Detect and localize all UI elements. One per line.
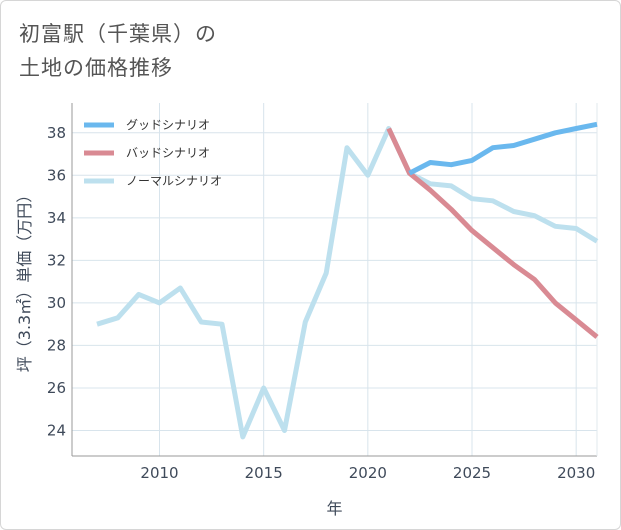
legend-item-good[interactable]: グッドシナリオ: [84, 118, 210, 132]
series-layer: [96, 121, 599, 440]
y-tick-label: 28: [47, 336, 66, 354]
legend-item-bad[interactable]: バッドシナリオ: [84, 146, 210, 160]
legend-label-good: グッドシナリオ: [126, 118, 210, 132]
x-tick-label: 2020: [349, 464, 387, 482]
chart-title: 初富駅（千葉県）の 土地の価格推移: [19, 17, 217, 85]
y-tick-label: 30: [47, 294, 66, 312]
x-tick-label: 2030: [557, 464, 595, 482]
tick-labels: 24 26 28 30 32 34 36 38 2010 2015 2020 2025 2030: [47, 124, 595, 482]
axes: [71, 103, 598, 457]
legend-label-bad: バッドシナリオ: [126, 146, 210, 160]
y-tick-label: 32: [47, 251, 66, 269]
legend-item-normal[interactable]: ノーマルシナリオ: [84, 174, 222, 188]
y-tick-label: 36: [47, 166, 66, 184]
chart-title-line-1: 初富駅（千葉県）の: [19, 22, 217, 46]
y-tick-label: 26: [47, 379, 66, 397]
legend-label-normal: ノーマルシナリオ: [126, 174, 222, 188]
good-scenario-line: [408, 121, 598, 176]
x-tick-label: 2015: [245, 464, 283, 482]
y-axis-title: 坪（3.3㎡）単価（万円）: [15, 187, 34, 372]
y-tick-label: 38: [47, 124, 66, 142]
x-tick-label: 2025: [453, 464, 491, 482]
y-tick-label: 24: [47, 421, 66, 439]
normal-scenario-line: [96, 126, 599, 440]
bad-scenario-line: [386, 127, 599, 339]
y-tick-label: 34: [47, 209, 66, 227]
x-tick-label: 2010: [140, 464, 178, 482]
chart-title-line-2: 土地の価格推移: [19, 56, 173, 80]
x-axis-title: 年: [326, 499, 342, 518]
